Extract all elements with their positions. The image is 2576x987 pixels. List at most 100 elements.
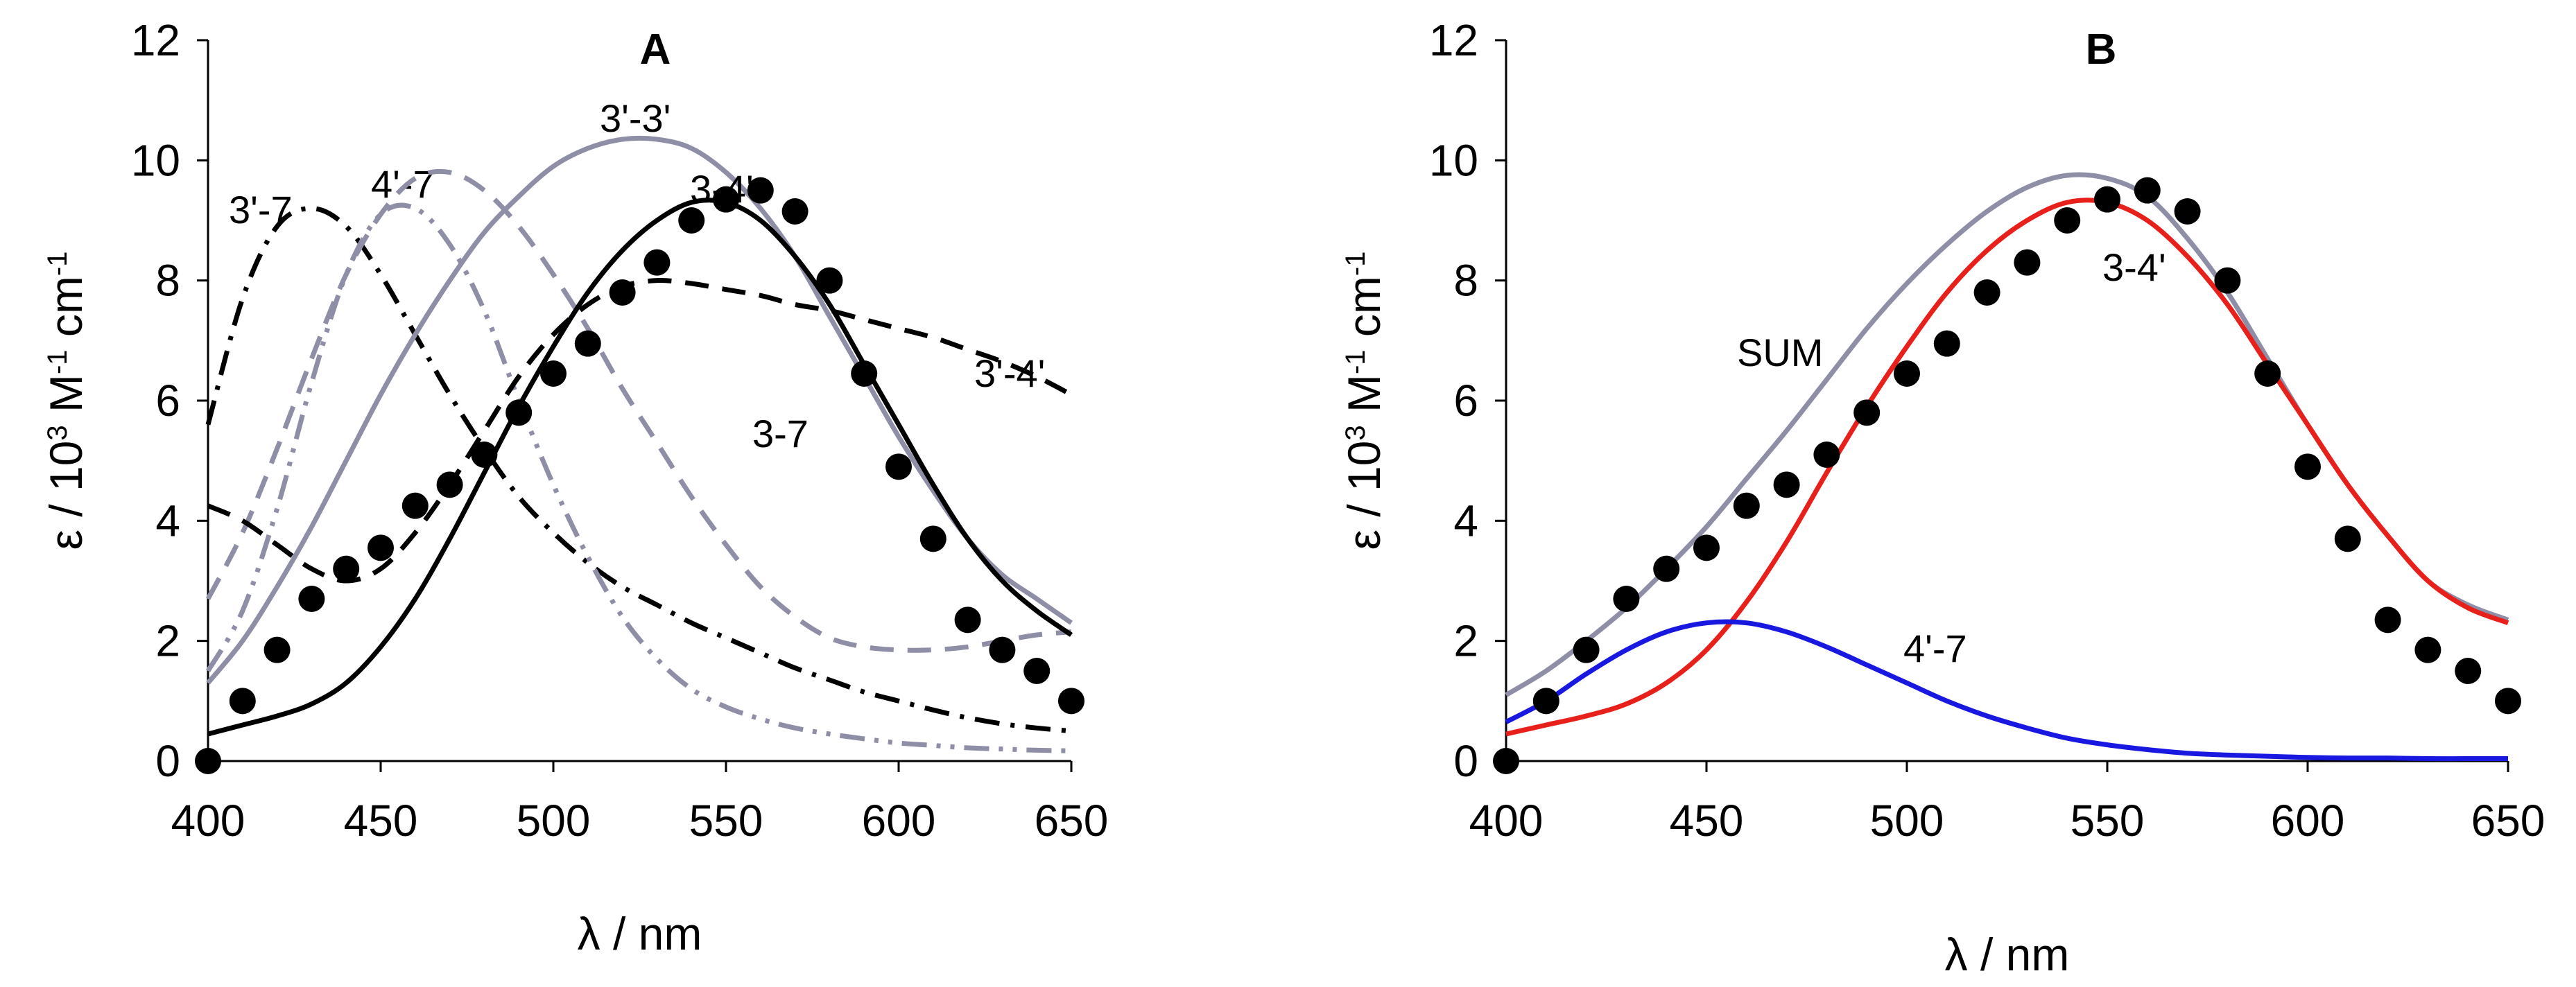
panel-a-y-tick-label: 6 bbox=[155, 376, 180, 426]
panel-a-data-point bbox=[401, 492, 429, 519]
panel-b-data-point bbox=[2054, 207, 2081, 234]
panel-b-y-tick-label: 0 bbox=[1453, 736, 1478, 786]
panel-a-data-point bbox=[505, 399, 533, 426]
panel-b-data-point bbox=[2455, 658, 2482, 684]
panel-b-x-tick-label: 450 bbox=[1670, 796, 1744, 846]
panel-b-data-point bbox=[2254, 360, 2281, 387]
panel-a-data-point bbox=[1023, 658, 1051, 684]
panel-b-data-point bbox=[1573, 636, 1600, 663]
panel-a-data-point bbox=[574, 330, 601, 357]
panel-b-data-point bbox=[2134, 177, 2161, 204]
panel-a-series-label-3-7: 3'-7 bbox=[229, 188, 293, 232]
panel-b-y-axis-title-part: M bbox=[1338, 374, 1390, 425]
panel-b-y-axis-title-part: cm bbox=[1338, 276, 1390, 349]
panel-a-x-tick-label: 550 bbox=[689, 796, 763, 846]
panel-b-data-point bbox=[2094, 186, 2120, 213]
panel-a-y-tick-label: 8 bbox=[155, 256, 180, 306]
panel-b-data-point bbox=[1733, 492, 1760, 519]
panel-b-data-point bbox=[2414, 636, 2441, 663]
panel-a-data-point bbox=[954, 606, 981, 634]
panel-b-y-tick-label: 2 bbox=[1453, 616, 1478, 666]
panel-a-y-axis-title-part: -1 bbox=[42, 252, 73, 277]
panel-a-x-tick-label: 400 bbox=[171, 796, 245, 846]
panel-a-x-tick-label: 450 bbox=[344, 796, 418, 846]
panel-b-data-point bbox=[2374, 606, 2401, 634]
panel-b-y-axis-title: ε / 103 M-1 cm-1 bbox=[1338, 252, 1390, 550]
panel-b-title: B bbox=[2086, 26, 2117, 73]
panel-a-data-point bbox=[919, 525, 946, 552]
panel-a-data-point bbox=[851, 360, 878, 387]
panel-b-data-point bbox=[1933, 330, 1960, 357]
panel-b-data-point bbox=[1693, 534, 1720, 561]
panel-b-x-tick-label: 600 bbox=[2271, 796, 2345, 846]
panel-b-data-point bbox=[2014, 249, 2041, 276]
panel-b-data-point bbox=[1973, 279, 2000, 306]
panel-b-x-tick-label: 500 bbox=[1870, 796, 1944, 846]
panel-b-x-tick-label: 400 bbox=[1469, 796, 1544, 846]
panel-b-x-tick-label: 650 bbox=[2471, 796, 2545, 846]
panel-b-data-point bbox=[2495, 688, 2521, 715]
panel-a-series-3-4 bbox=[207, 198, 1073, 737]
panel-b-data-point bbox=[2334, 525, 2361, 552]
panel-b-data-point bbox=[2174, 198, 2201, 225]
panel-a-series-3-7 bbox=[205, 206, 1072, 734]
panel-a-series-label-3-7: 3-7 bbox=[752, 412, 809, 455]
panel-b-y-axis-title-part: -1 bbox=[1340, 252, 1371, 277]
panel-a-series-3-7 bbox=[205, 168, 1072, 653]
panel-a-series-label-3-3: 3'-3' bbox=[600, 96, 671, 140]
panel-a-x-tick-label: 600 bbox=[862, 796, 936, 846]
panel-a-data-point bbox=[816, 267, 843, 294]
panel-a-title: A bbox=[640, 26, 671, 73]
panel-a-x-axis-title: λ / nm bbox=[578, 908, 702, 959]
panel-b-data-point bbox=[1613, 586, 1640, 612]
panel-b-y-tick-label: 6 bbox=[1453, 376, 1478, 426]
panel-a-y-axis-title-part: cm bbox=[40, 276, 92, 349]
panel-b-y-tick-label: 8 bbox=[1453, 256, 1478, 306]
panel-a-y-axis-title-part: ε / 10 bbox=[40, 441, 92, 550]
panel-a-x-tick-label: 650 bbox=[1035, 796, 1109, 846]
panel-b-x-tick-label: 550 bbox=[2071, 796, 2145, 846]
panel-b-series-label-4-7: 4'-7 bbox=[1903, 627, 1967, 670]
panel-b-data-point bbox=[1813, 442, 1840, 468]
panel-a-y-axis-title: ε / 103 M-1 cm-1 bbox=[40, 252, 92, 550]
panel-a-data-point bbox=[747, 177, 774, 204]
panel-b-x-axis-title: λ / nm bbox=[1945, 929, 2070, 980]
panel-a-data-point bbox=[298, 586, 325, 612]
panel-a-data-point bbox=[333, 555, 360, 582]
panel-b-data-point bbox=[1532, 688, 1559, 715]
panel-b-series-3-4 bbox=[1505, 198, 2509, 737]
panel-a-data-point bbox=[885, 453, 912, 480]
panel-a-x-tick-label: 500 bbox=[517, 796, 591, 846]
panel-b-series-label-sum: SUM bbox=[1737, 331, 1823, 374]
panel-a-data-point bbox=[436, 471, 463, 498]
panel-a-data-point bbox=[195, 748, 221, 774]
panel-b-data-point bbox=[2214, 267, 2241, 294]
panel-a-data-point bbox=[471, 442, 498, 468]
panel-b-series-label-3-4: 3-4' bbox=[2102, 245, 2166, 289]
panel-a-data-point bbox=[609, 279, 636, 306]
panel-b-y-axis-title-part: -1 bbox=[1340, 349, 1371, 374]
panel-b-y-axis-title-part: 3 bbox=[1340, 425, 1371, 440]
panel-b-y-axis-title-part: ε / 10 bbox=[1338, 441, 1390, 550]
panel-a-data-point bbox=[713, 186, 739, 213]
panel-b-data-point bbox=[1493, 748, 1519, 774]
panel-a-y-tick-label: 4 bbox=[155, 496, 180, 545]
panel-a-data-point bbox=[229, 688, 256, 715]
panel-b-y-tick-label: 4 bbox=[1453, 496, 1478, 545]
panel-a-data-point bbox=[1058, 688, 1084, 715]
panel-a-y-tick-label: 0 bbox=[155, 736, 180, 786]
panel-b-data-point bbox=[1653, 555, 1680, 582]
panel-a-y-tick-label: 2 bbox=[155, 616, 180, 666]
panel-b-series-4-7 bbox=[1505, 619, 2508, 762]
panel-a-series-label-3-4: 3'-4' bbox=[974, 351, 1045, 395]
panel-a-data-point bbox=[643, 249, 671, 276]
panel-a-data-point bbox=[263, 636, 291, 663]
panel-a-data-point bbox=[678, 207, 705, 234]
panel-b-data-point bbox=[1853, 399, 1881, 426]
panel-b-data-point bbox=[1773, 471, 1800, 498]
panel-a-data-point bbox=[368, 534, 394, 561]
panel-b-series-sum bbox=[1505, 172, 2509, 697]
panel-a-y-tick-label: 10 bbox=[131, 135, 180, 185]
